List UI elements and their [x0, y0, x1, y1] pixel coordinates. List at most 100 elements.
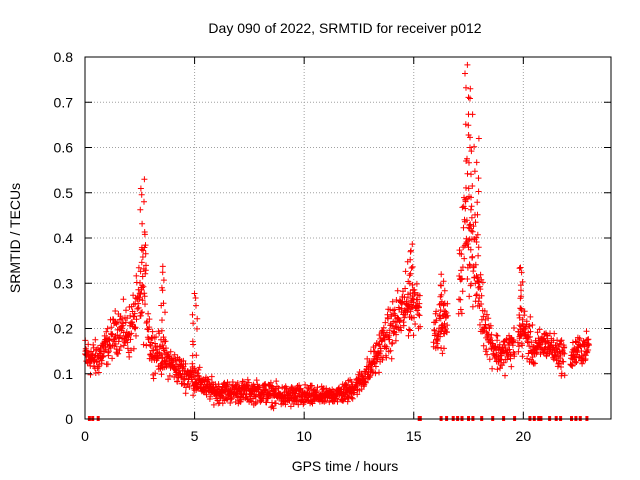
data-point	[159, 287, 166, 294]
data-point	[583, 328, 590, 335]
data-point	[138, 309, 144, 316]
data-point	[234, 380, 241, 386]
data-point	[394, 314, 401, 321]
data-point	[479, 279, 486, 286]
data-point	[160, 334, 167, 341]
data-point	[397, 324, 404, 331]
data-point	[536, 326, 543, 333]
data-point	[555, 360, 562, 367]
data-point	[270, 405, 277, 412]
data-point	[375, 341, 382, 348]
data-point	[378, 338, 385, 345]
data-point	[396, 318, 403, 325]
data-point	[416, 312, 423, 319]
data-point	[182, 390, 189, 397]
data-point	[158, 327, 165, 334]
data-point	[135, 304, 142, 311]
data-point	[407, 308, 414, 315]
data-point	[409, 263, 416, 270]
data-point	[510, 337, 517, 344]
data-point	[263, 399, 270, 406]
data-point	[558, 337, 565, 344]
data-point	[494, 366, 501, 373]
data-point	[142, 301, 148, 308]
data-point	[203, 391, 210, 398]
data-point	[160, 277, 167, 284]
data-point	[161, 347, 168, 354]
data-point	[576, 335, 583, 342]
data-point	[551, 330, 558, 337]
data-point	[334, 398, 341, 405]
data-point	[487, 322, 494, 329]
data-point	[141, 176, 148, 183]
y-tick-label: 0.3	[54, 275, 74, 291]
data-point	[149, 328, 156, 335]
data-point	[109, 331, 116, 338]
data-point	[398, 305, 405, 312]
data-point	[484, 351, 491, 358]
data-point	[469, 111, 476, 118]
data-point	[137, 291, 144, 298]
data-point	[410, 332, 417, 339]
data-point	[190, 372, 197, 378]
data-point	[473, 292, 480, 299]
data-point	[502, 372, 508, 379]
data-point	[465, 224, 472, 231]
data-point	[341, 392, 348, 399]
data-point	[474, 231, 481, 238]
data-point	[267, 379, 274, 386]
data-point	[256, 384, 263, 391]
data-point	[153, 334, 159, 340]
data-point	[376, 369, 382, 376]
data-point	[409, 287, 416, 294]
data-point	[190, 320, 197, 327]
data-point	[521, 308, 528, 315]
data-point	[133, 332, 139, 339]
data-point	[494, 332, 501, 339]
data-point	[116, 347, 123, 354]
data-point	[458, 267, 465, 274]
data-point	[462, 70, 468, 77]
chart-title: Day 090 of 2022, SRMTID for receiver p01…	[208, 20, 481, 36]
data-point	[162, 309, 168, 316]
data-point	[416, 300, 423, 307]
data-point	[196, 364, 203, 371]
data-point	[569, 363, 576, 369]
data-point	[117, 343, 124, 350]
data-point	[469, 183, 476, 189]
data-point	[472, 219, 479, 226]
data-point	[141, 198, 147, 205]
data-point	[226, 381, 233, 388]
data-point	[182, 360, 189, 367]
data-point	[519, 353, 526, 360]
data-point	[467, 262, 473, 269]
data-point	[467, 144, 473, 151]
data-point	[488, 337, 495, 344]
data-point	[146, 324, 153, 331]
data-point	[517, 264, 524, 271]
data-point	[134, 305, 141, 312]
data-point	[139, 284, 145, 291]
data-point	[558, 364, 564, 370]
data-point	[459, 204, 466, 211]
data-point	[385, 315, 391, 322]
x-tick-label: 5	[191, 428, 199, 444]
data-point	[189, 360, 196, 367]
data-point	[120, 296, 127, 303]
data-point	[572, 338, 579, 345]
data-point	[139, 254, 146, 260]
data-point	[467, 206, 474, 213]
data-point	[189, 311, 196, 318]
data-point	[439, 350, 446, 357]
data-point	[401, 314, 408, 321]
data-point	[372, 370, 379, 377]
data-point	[139, 309, 146, 316]
data-point	[104, 361, 111, 368]
data-point	[464, 276, 471, 282]
data-point	[205, 376, 212, 383]
data-point	[480, 313, 487, 320]
data-point	[104, 325, 111, 332]
data-point	[273, 378, 280, 385]
data-point	[140, 341, 147, 348]
data-point	[441, 345, 447, 352]
